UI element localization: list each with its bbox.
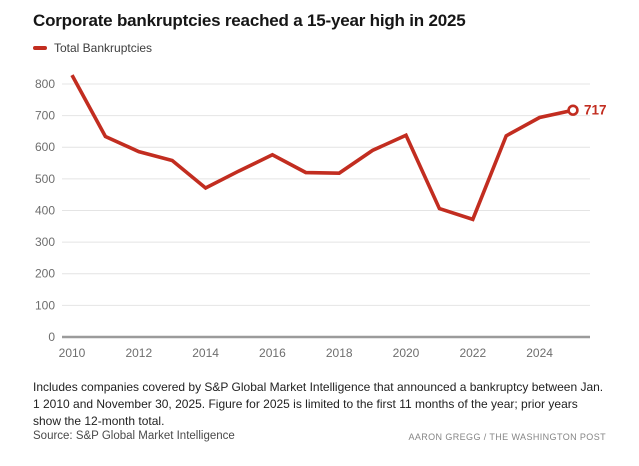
chart-title: Corporate bankruptcies reached a 15-year… (33, 11, 466, 30)
chart-footnote: Includes companies covered by S&P Global… (33, 380, 604, 429)
x-axis-tick-label: 2014 (192, 346, 219, 360)
end-value-label: 717 (584, 103, 607, 118)
y-axis-tick-label: 200 (35, 267, 55, 281)
y-axis-tick-label: 0 (48, 330, 55, 344)
bankruptcies-line-chart: 0 100 200 300 400 500 600 700 800 2010 2012 2014 201… (0, 58, 639, 373)
legend-line-swatch-icon (33, 46, 47, 50)
y-axis-tick-label: 100 (35, 298, 55, 312)
y-axis-tick-label: 800 (35, 77, 55, 91)
x-axis-tick-labels: 2010 2012 2014 2016 2018 2020 2022 2024 (59, 346, 554, 360)
x-axis-tick-label: 2012 (125, 346, 152, 360)
y-axis-tick-label: 700 (35, 109, 55, 123)
x-axis-tick-label: 2024 (526, 346, 553, 360)
author-byline: AARON GREGG / THE WASHINGTON POST (408, 432, 606, 442)
x-axis-tick-label: 2020 (393, 346, 420, 360)
chart-legend: Total Bankruptcies (33, 41, 152, 55)
end-point-marker-icon (567, 104, 579, 116)
legend-series-label: Total Bankruptcies (54, 41, 153, 55)
x-axis-tick-label: 2018 (326, 346, 353, 360)
x-axis-tick-label: 2016 (259, 346, 286, 360)
x-axis-tick-label: 2022 (459, 346, 486, 360)
total-bankruptcies-line (70, 74, 574, 222)
y-axis-tick-label: 400 (35, 203, 55, 217)
source-credit: Source: S&P Global Market Intelligence (33, 430, 235, 442)
grid-lines: 0 100 200 300 400 500 600 700 800 (35, 77, 590, 344)
y-axis-tick-label: 300 (35, 235, 55, 249)
y-axis-tick-label: 600 (35, 140, 55, 154)
x-axis-tick-label: 2010 (59, 346, 86, 360)
y-axis-tick-label: 500 (35, 172, 55, 186)
